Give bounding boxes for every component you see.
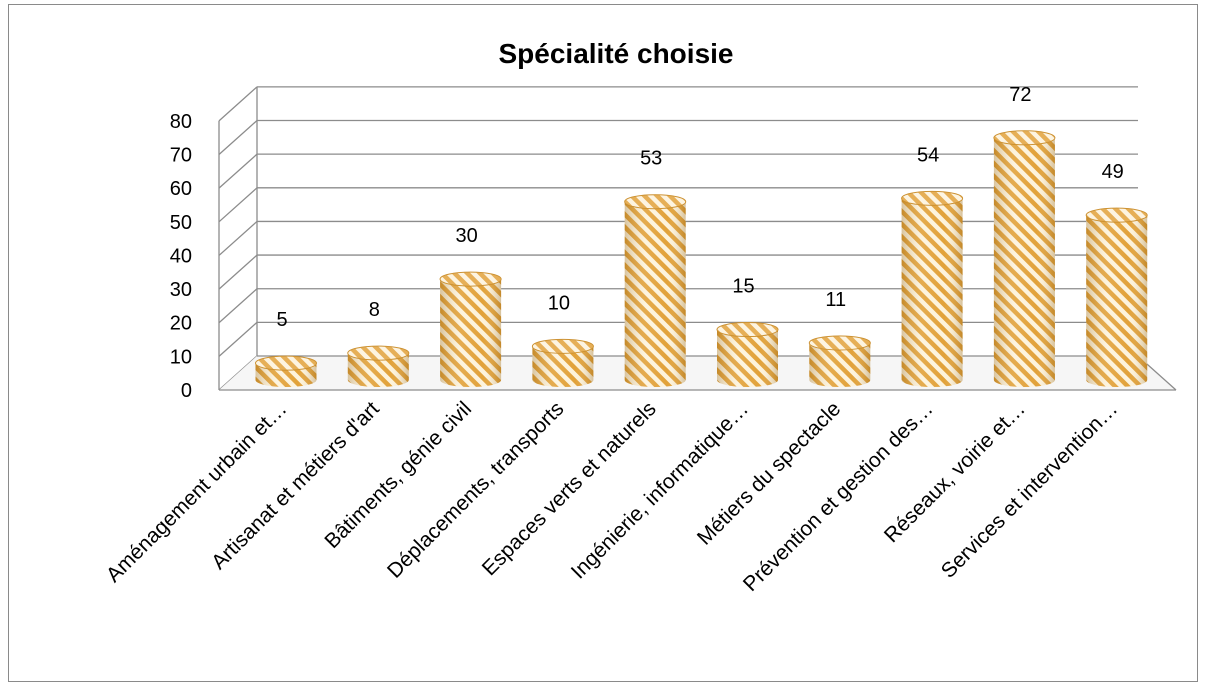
bar [624,194,687,388]
bar [439,271,502,388]
bar-top [901,190,964,206]
bar [716,322,779,388]
bar-top-highlight [901,191,963,206]
bar-top [808,335,871,351]
gridline-wall [218,321,258,357]
bar-shading [624,201,686,388]
x-tick-label: Aménagement urbain et… [102,397,292,587]
bar-top [255,355,317,371]
bar-top-highlight [717,322,778,337]
gridline-wall [218,120,258,156]
bar-top [439,271,502,287]
data-label: 15 [732,276,754,298]
x-tick-label: Artisanat et métiers d'art [207,397,384,574]
bar [531,338,594,388]
x-tick-label: Ingénierie, informatique… [567,397,753,583]
y-tick-label: 70 [170,145,192,167]
bar-top [347,345,410,361]
bar-top [531,338,594,354]
data-label: 53 [640,148,662,170]
bar-top-highlight [347,346,409,361]
bar-top-highlight [624,194,686,209]
gridline-wall [218,288,258,324]
data-label: 5 [276,309,287,331]
x-tick-label: Services et intervention… [937,397,1122,582]
y-tick-labels: 0 10 20 30 40 50 60 70 80 [170,111,192,402]
gridline-wall [218,153,258,189]
bar-shading [993,137,1055,388]
gridline-wall [218,220,258,256]
y-tick-label: 0 [181,380,192,402]
bar-top [624,194,687,210]
x-tick-labels: Aménagement urbain et…Artisanat et métie… [102,397,1122,596]
data-label: 8 [369,299,380,321]
bar [993,130,1056,388]
bar [347,345,410,388]
bars [255,130,1148,388]
grid-lines [218,86,1138,391]
y-tick-label: 10 [170,346,192,368]
bar [808,335,871,388]
x-tick-label: Déplacements, transports [383,397,568,582]
data-label: 10 [548,292,570,314]
bar-shading [717,329,778,388]
bar-top [716,322,779,338]
y-tick-label: 50 [170,212,192,234]
gridline-wall [218,86,258,122]
bar [1085,207,1148,388]
bar [255,355,317,388]
bar-shading [347,353,409,388]
bar-top-highlight [532,339,594,354]
bar-top-highlight [440,272,502,287]
data-label: 54 [917,144,939,166]
data-label: 72 [1009,84,1031,106]
y-tick-label: 20 [170,313,192,335]
x-tick-label: Espaces verts et naturels [478,397,661,580]
bar-top [1085,207,1148,223]
bar-shading [1086,215,1148,388]
data-label: 49 [1102,161,1124,183]
bar-shading [532,346,594,388]
data-label: 30 [455,225,477,247]
bar-top-highlight [1086,208,1148,223]
data-labels: 5 8 30 10 53 15 11 54 72 49 [276,84,1123,331]
bar-top-highlight [993,130,1055,145]
y-tick-label: 60 [170,178,192,200]
y-tick-label: 80 [170,111,192,133]
bar [901,190,964,388]
gridline-wall [218,254,258,290]
y-tick-label: 30 [170,279,192,301]
data-label: 11 [825,289,846,311]
gridline-wall [218,187,258,223]
bar-top-highlight [255,356,317,371]
bar-top [993,130,1056,146]
bar-shading [901,198,963,388]
x-tick-label: Prévention et gestion des… [739,397,938,596]
bar-shading [809,342,871,388]
chart-title: Spécialité choisie [498,38,734,69]
y-tick-label: 40 [170,245,192,267]
bar-top-highlight [809,335,871,350]
bar-shading [440,279,502,388]
